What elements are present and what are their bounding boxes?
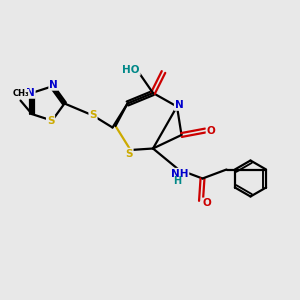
Text: CH₃: CH₃ <box>12 89 29 98</box>
Text: O: O <box>206 125 215 136</box>
Text: N: N <box>26 88 35 98</box>
Text: S: S <box>47 116 54 126</box>
Text: O: O <box>202 198 211 208</box>
Text: NH: NH <box>171 169 188 179</box>
Text: N: N <box>49 80 58 90</box>
Text: S: S <box>89 110 97 121</box>
Text: N: N <box>175 100 184 110</box>
Text: HO: HO <box>122 65 140 75</box>
Text: S: S <box>125 148 133 159</box>
Text: H: H <box>173 176 181 186</box>
